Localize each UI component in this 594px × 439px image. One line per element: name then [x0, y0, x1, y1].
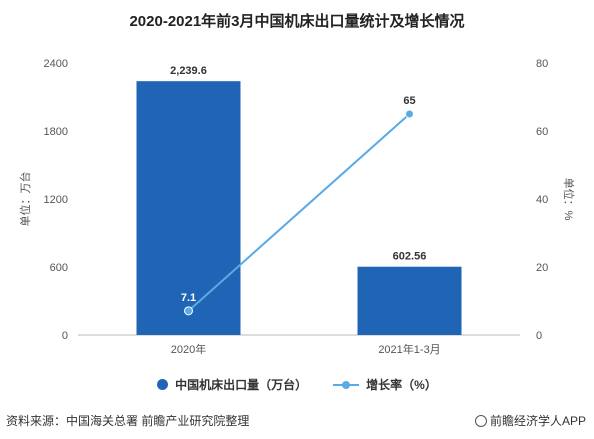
growth-point	[184, 306, 193, 316]
x-tick-label: 2020年	[171, 342, 206, 356]
y-left-tick-label: 1200	[44, 194, 68, 206]
y-right-tick-label: 80	[536, 58, 548, 70]
y-right-tick-label: 20	[536, 262, 548, 274]
bar	[357, 266, 462, 335]
legend-bar-swatch	[157, 379, 169, 390]
y-right-tick-label: 60	[536, 126, 548, 138]
growth-line	[187, 113, 411, 312]
labels-layer: 2,239.6 602.56 7.1 65	[170, 65, 426, 304]
qianzhan-logo-icon	[474, 414, 487, 427]
y-left-tick-label: 0	[62, 330, 68, 342]
bar	[136, 81, 241, 335]
y-left-tick-label: 1800	[44, 126, 68, 138]
growth-point	[405, 109, 414, 119]
y-left-tick-label: 2400	[44, 58, 68, 70]
axes-layer: 0 600 1200 1800 2400 0 20 40 60 80 单位：万台 单位：% 2020年 2…	[18, 58, 576, 356]
y-right-tick-label: 40	[536, 194, 548, 206]
line-layer	[184, 109, 414, 316]
bar-data-label: 2,239.6	[170, 65, 207, 77]
legend-item-line: 增长率（%）	[333, 376, 437, 393]
legend-item-bar: 中国机床出口量（万台）	[157, 376, 307, 393]
chart-legend: 中国机床出口量（万台） 增长率（%）	[0, 376, 594, 393]
bars-layer	[136, 81, 462, 335]
y-right-axis-title: 单位：%	[562, 178, 576, 221]
source-note: 资料来源：中国海关总署 前瞻产业研究院整理	[6, 414, 250, 428]
x-tick-label: 2021年1-3月	[378, 342, 440, 356]
brand-name: 前瞻经济学人APP	[489, 414, 586, 428]
y-left-tick-label: 600	[50, 262, 68, 274]
line-data-label: 65	[403, 95, 415, 107]
brand-mark: 前瞻经济学人APP	[474, 412, 586, 429]
line-data-label: 7.1	[181, 292, 196, 304]
legend-line-swatch	[333, 379, 360, 390]
legend-line-label: 增长率（%）	[366, 378, 437, 392]
y-right-tick-label: 0	[536, 330, 542, 342]
bar-data-label: 602.56	[393, 251, 427, 263]
chart-title: 2020-2021年前3月中国机床出口量统计及增长情况	[129, 13, 465, 30]
y-left-axis-title: 单位：万台	[18, 172, 32, 227]
legend-bar-label: 中国机床出口量（万台）	[175, 378, 308, 392]
